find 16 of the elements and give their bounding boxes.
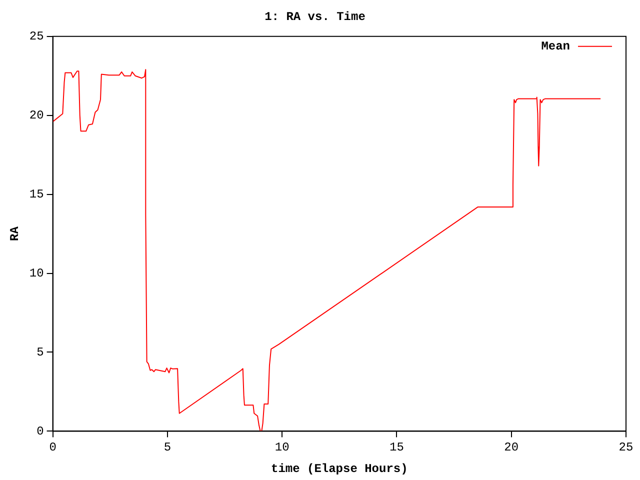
- y-tick-label: 25: [29, 30, 44, 44]
- y-tick-label: 10: [29, 266, 44, 280]
- x-tick-label: 25: [618, 440, 634, 455]
- legend-label: Mean: [541, 39, 570, 54]
- y-tick-label: 0: [36, 424, 44, 438]
- x-tick-label: 5: [164, 440, 172, 455]
- y-tick-label: 15: [29, 187, 44, 202]
- y-tick-label: 5: [36, 345, 44, 360]
- x-tick-label: 0: [49, 440, 56, 455]
- y-axis-title: RA: [8, 226, 22, 242]
- x-tick-label: 20: [504, 440, 519, 455]
- y-tick-label: 20: [29, 108, 44, 123]
- x-axis-title: time (Elapse Hours): [270, 462, 408, 476]
- x-tick-label: 10: [274, 440, 290, 455]
- x-tick-label: 15: [390, 440, 404, 455]
- chart-title: 1: RA vs. Time: [264, 10, 366, 24]
